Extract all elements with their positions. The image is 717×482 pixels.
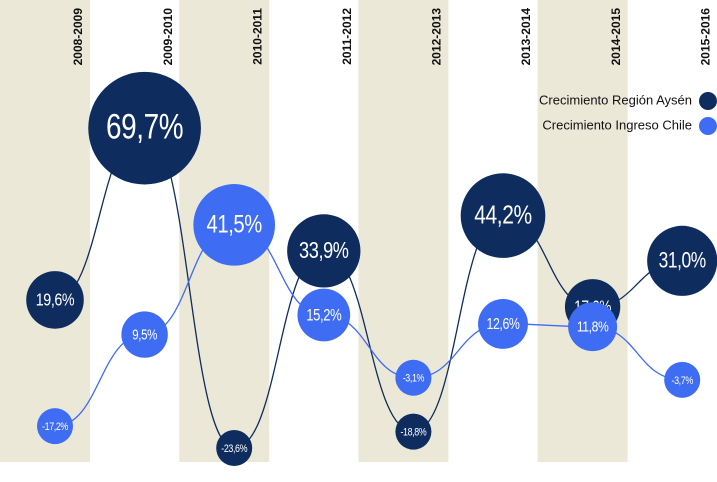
bubble [88,71,201,185]
bubble [193,184,276,266]
x-tick-label: 2011-2012 [340,8,354,65]
bubble [216,430,253,467]
data-label: 69,7% [106,106,183,146]
data-label: -23,6% [221,443,247,455]
data-label: 33,9% [299,238,349,263]
data-label: -18,8% [400,427,426,439]
band [537,0,628,462]
data-label: 11,8% [577,318,609,335]
x-tick-label: 2010-2011 [250,8,264,65]
bubble [121,311,168,358]
x-tick-label: 2015-2016 [698,8,712,66]
bands: 2008-2009 2009-2010 2010-2011 2011-2012 2012… [0,0,712,462]
x-tick-label: 2012-2013 [430,8,444,66]
legend-label: Crecimiento Ingreso Chile [542,117,692,132]
bubble [478,299,528,349]
legend: Crecimiento Región Aysén Crecimiento Ing… [539,92,717,135]
bubbles: 19,6%69,7%-23,6%33,9%-18,8%44,2%17,6%31,… [26,71,717,467]
legend-label: Crecimiento Región Aysén [539,92,692,107]
bubble [647,225,717,296]
legend-marker [699,92,717,110]
data-label: 19,6% [36,290,75,310]
bubble [568,302,618,352]
bubble [664,361,701,398]
bubble [460,173,546,258]
data-label: -3,7% [672,375,694,387]
data-label: -17,2% [42,421,68,433]
data-label: 15,2% [306,307,341,325]
bubble [395,359,432,396]
data-label: 41,5% [207,209,262,238]
bubble [297,288,351,342]
legend-marker [699,117,717,135]
bubble [37,408,73,445]
data-label: 31,0% [659,249,706,273]
x-tick-label: 2014-2015 [609,8,623,66]
data-label: 44,2% [474,200,532,230]
x-tick-label: 2008-2009 [71,8,85,66]
bubble [26,271,84,329]
x-tick-label: 2013-2014 [519,8,533,66]
bubble [287,214,361,288]
data-label: 9,5% [132,326,157,343]
bubble [395,413,432,450]
data-label: 12,6% [486,315,519,333]
band [0,0,90,462]
x-tick-label: 2009-2010 [161,8,175,66]
data-label: -3,1% [403,373,425,385]
